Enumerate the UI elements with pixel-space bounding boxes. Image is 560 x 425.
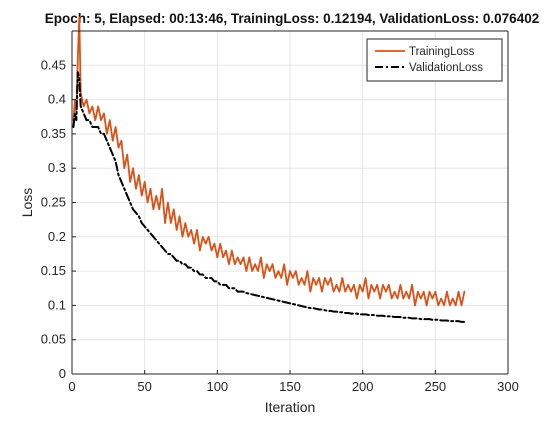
- x-tick-label: 50: [137, 379, 151, 394]
- x-tick-label: 100: [206, 379, 228, 394]
- series-line-TrainingLoss: [72, 16, 466, 307]
- y-tick-label: 0.3: [48, 160, 66, 175]
- y-tick-label: 0.45: [41, 57, 66, 72]
- x-tick-label: 300: [497, 379, 519, 394]
- legend-box: [366, 38, 503, 82]
- y-tick-label: 0.35: [41, 126, 66, 141]
- grid-layer: [71, 31, 509, 375]
- y-tick-label: 0: [59, 366, 66, 381]
- y-tick-label: 0.2: [48, 229, 66, 244]
- y-tick-label: 0.05: [41, 332, 66, 347]
- legend-label-TrainingLoss: TrainingLoss: [409, 46, 475, 58]
- series-line-ValidationLoss: [72, 71, 466, 323]
- y-axis-label: Loss: [19, 188, 35, 218]
- series-layer: [72, 16, 466, 323]
- title-layer: Epoch: 5, Elapsed: 00:13:46, TrainingLos…: [19, 11, 539, 415]
- y-tick-label: 0.15: [41, 263, 66, 278]
- ticks-layer: 0 50 100 150 200 250 300 0 0.05 0.1 0.15 0.2 0.25 0.3…: [41, 57, 519, 394]
- chart-title: Epoch: 5, Elapsed: 00:13:46, TrainingLos…: [45, 11, 539, 26]
- x-tick-label: 200: [352, 379, 374, 394]
- y-tick-label: 0.4: [48, 92, 66, 107]
- x-tick-label: 250: [424, 379, 446, 394]
- x-axis-label: Iteration: [265, 399, 316, 415]
- legend-layer: TrainingLoss ValidationLoss: [366, 38, 503, 82]
- y-tick-label: 0.25: [41, 195, 66, 210]
- legend-label-ValidationLoss: ValidationLoss: [409, 62, 483, 74]
- y-tick-label: 0.1: [48, 297, 66, 312]
- x-tick-label: 0: [68, 379, 75, 394]
- x-tick-label: 150: [279, 379, 301, 394]
